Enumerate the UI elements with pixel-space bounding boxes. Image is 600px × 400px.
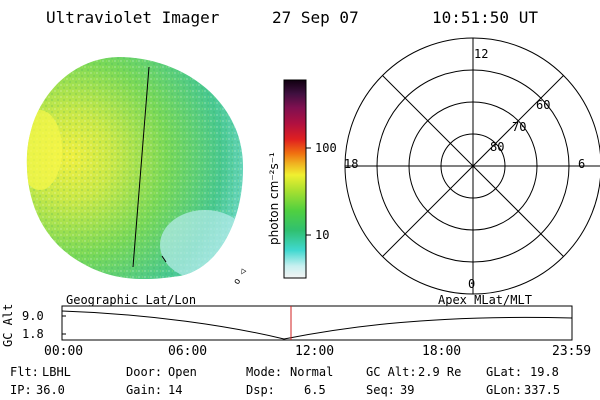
date-label: 27 Sep 07 xyxy=(272,8,359,27)
status-mode-label: Mode: xyxy=(246,365,283,379)
polar-grid xyxy=(344,37,600,295)
terminator-line xyxy=(132,66,150,268)
status-ip-label: IP: xyxy=(10,383,32,397)
altitude-curve xyxy=(61,310,573,340)
status-seq-label: Seq: xyxy=(366,383,395,397)
colorbar-units: photon cm⁻²s⁻¹ xyxy=(267,152,281,245)
small-marker: o ◁ xyxy=(232,267,249,287)
status-gain-value: 14 xyxy=(168,383,183,397)
status-glat-label: GLat: xyxy=(486,365,523,379)
status-gcalt-label: GC Alt: xyxy=(366,365,417,379)
status-glon-label: GLon: xyxy=(486,383,523,397)
status-door-label: Door: xyxy=(126,365,163,379)
instrument-title: Ultraviolet Imager xyxy=(46,8,220,27)
status-ip-value: 36.0 xyxy=(36,383,65,397)
status-filter-value: LBHL xyxy=(42,365,71,379)
colorbar-tick-100: 100 xyxy=(315,141,337,155)
mlt-label-0: 0 xyxy=(468,277,476,291)
x-tick-0600: 06:00 xyxy=(168,344,208,359)
status-glat-value: 19.8 xyxy=(530,365,559,379)
timeline-right-title: Apex MLat/MLT xyxy=(438,293,532,307)
status-glon-value: 337.5 xyxy=(524,383,561,397)
uv-image: o ◁ xyxy=(26,57,249,287)
x-tick-1800: 18:00 xyxy=(422,344,462,359)
status-door-value: Open xyxy=(168,365,197,379)
status-mode-value: Normal xyxy=(290,365,334,379)
x-tick-1200: 12:00 xyxy=(295,344,335,359)
timeline-plot xyxy=(61,305,573,341)
lat-label-80: 80 xyxy=(490,140,505,154)
lat-label-70: 70 xyxy=(512,120,527,134)
x-tick-0000: 00:00 xyxy=(44,344,84,359)
mlt-label-18: 18 xyxy=(344,157,359,171)
time-label: 10:51:50 UT xyxy=(432,8,538,27)
status-gcalt-value: 2.9 Re xyxy=(418,365,462,379)
x-tick-2359: 23:59 xyxy=(552,344,592,359)
mlt-label-6: 6 xyxy=(578,157,586,171)
y-tick-1-8: 1.8 xyxy=(22,327,44,341)
color-bar xyxy=(283,79,311,279)
mlt-label-12: 12 xyxy=(474,47,489,61)
status-gain-label: Gain: xyxy=(126,383,163,397)
lat-label-60: 60 xyxy=(536,98,551,112)
timeline-axis-label: GC Alt xyxy=(1,303,15,347)
status-filter-label: Flt: xyxy=(10,365,39,379)
status-dsp-label: Dsp: xyxy=(246,383,275,397)
colorbar-tick-10: 10 xyxy=(315,228,330,242)
status-seq-value: 39 xyxy=(400,383,415,397)
y-tick-9: 9.0 xyxy=(22,309,44,323)
status-dsp-value: 6.5 xyxy=(304,383,326,397)
timeline-left-title: Geographic Lat/Lon xyxy=(66,293,197,307)
